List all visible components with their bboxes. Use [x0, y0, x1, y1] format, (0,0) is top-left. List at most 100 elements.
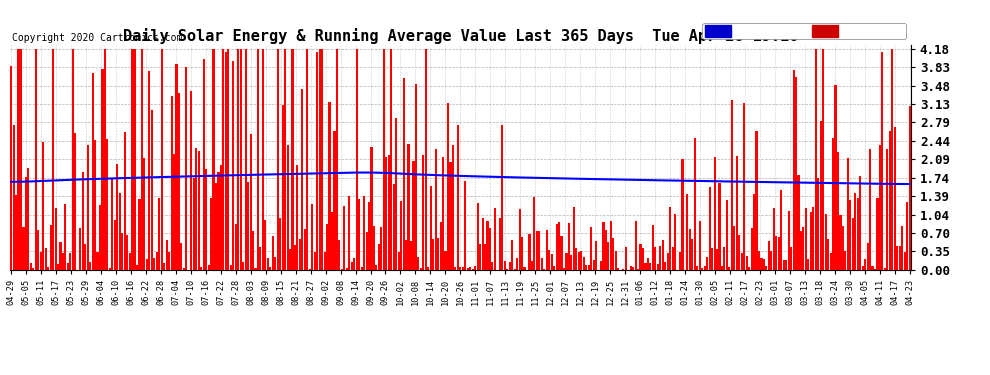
Bar — [20, 49, 22, 270]
Bar — [550, 254, 552, 270]
Bar — [466, 268, 469, 270]
Bar — [168, 252, 170, 270]
Bar — [711, 248, 713, 270]
Bar — [225, 52, 227, 270]
Bar — [891, 49, 893, 270]
Bar — [830, 253, 832, 270]
Bar — [625, 247, 627, 270]
Bar — [25, 177, 27, 270]
Bar — [593, 260, 595, 270]
Bar — [59, 242, 61, 270]
Bar — [38, 230, 40, 270]
Bar — [79, 228, 81, 270]
Bar — [706, 257, 708, 270]
Bar — [81, 172, 84, 270]
Bar — [743, 103, 745, 270]
Text: Copyright 2020 Cartronics.com: Copyright 2020 Cartronics.com — [12, 33, 182, 43]
Bar — [832, 138, 835, 270]
Bar — [664, 262, 666, 270]
Bar — [119, 193, 121, 270]
Bar — [365, 232, 367, 270]
Bar — [590, 227, 592, 270]
Bar — [274, 257, 276, 270]
Bar — [111, 178, 114, 270]
Bar — [773, 208, 775, 270]
Bar — [116, 164, 119, 270]
Bar — [588, 265, 590, 270]
Bar — [155, 252, 157, 270]
Bar — [89, 262, 91, 270]
Bar — [659, 246, 661, 270]
Bar — [410, 241, 412, 270]
Bar — [904, 252, 906, 270]
Bar — [539, 231, 541, 270]
Bar — [373, 226, 375, 270]
Bar — [306, 49, 308, 270]
Bar — [748, 267, 750, 270]
Bar — [446, 103, 449, 270]
Bar — [213, 49, 215, 270]
Bar — [348, 196, 350, 270]
Bar — [383, 49, 385, 270]
Bar — [519, 209, 521, 270]
Bar — [249, 134, 251, 270]
Bar — [139, 200, 141, 270]
Bar — [69, 254, 71, 270]
Bar — [595, 241, 597, 270]
Bar — [304, 230, 306, 270]
Bar — [501, 126, 503, 270]
Bar — [390, 49, 392, 270]
Bar — [575, 248, 577, 270]
Bar — [886, 149, 888, 270]
Bar — [13, 125, 15, 270]
Bar — [220, 165, 222, 270]
Bar — [193, 178, 195, 270]
Bar — [185, 67, 187, 270]
Bar — [637, 269, 640, 270]
Bar — [846, 158, 848, 270]
Bar — [851, 218, 853, 270]
Bar — [807, 259, 810, 270]
Bar — [726, 200, 728, 270]
Bar — [252, 231, 254, 270]
Bar — [618, 268, 620, 270]
Bar — [494, 208, 496, 270]
Bar — [758, 251, 760, 270]
Bar — [10, 66, 12, 270]
Bar — [334, 131, 336, 270]
Bar — [790, 247, 792, 270]
Bar — [43, 142, 45, 270]
Bar — [445, 251, 446, 270]
Bar — [534, 197, 536, 270]
Bar — [899, 246, 901, 270]
Bar — [205, 169, 207, 270]
Bar — [856, 198, 858, 270]
Bar — [163, 263, 165, 270]
Bar — [750, 228, 752, 270]
Bar — [96, 252, 99, 270]
Bar — [393, 184, 395, 270]
Bar — [363, 196, 365, 270]
Bar — [203, 59, 205, 270]
Legend: Average  ($), Daily  ($): Average ($), Daily ($) — [703, 23, 906, 39]
Bar — [491, 262, 493, 270]
Bar — [765, 266, 767, 270]
Bar — [276, 49, 279, 270]
Bar — [210, 198, 212, 270]
Bar — [661, 240, 663, 270]
Bar — [314, 252, 316, 270]
Bar — [613, 238, 615, 270]
Bar — [760, 258, 762, 270]
Bar — [866, 243, 868, 270]
Bar — [516, 258, 518, 270]
Bar — [630, 266, 632, 270]
Bar — [837, 152, 840, 270]
Bar — [506, 269, 508, 270]
Bar — [413, 161, 415, 270]
Bar — [153, 258, 155, 270]
Bar — [395, 118, 397, 270]
Bar — [40, 252, 42, 270]
Title: Daily Solar Energy & Running Average Value Last 365 Days  Tue Apr 28 19:16: Daily Solar Energy & Running Average Val… — [123, 28, 798, 44]
Bar — [820, 121, 822, 270]
Bar — [336, 49, 338, 270]
